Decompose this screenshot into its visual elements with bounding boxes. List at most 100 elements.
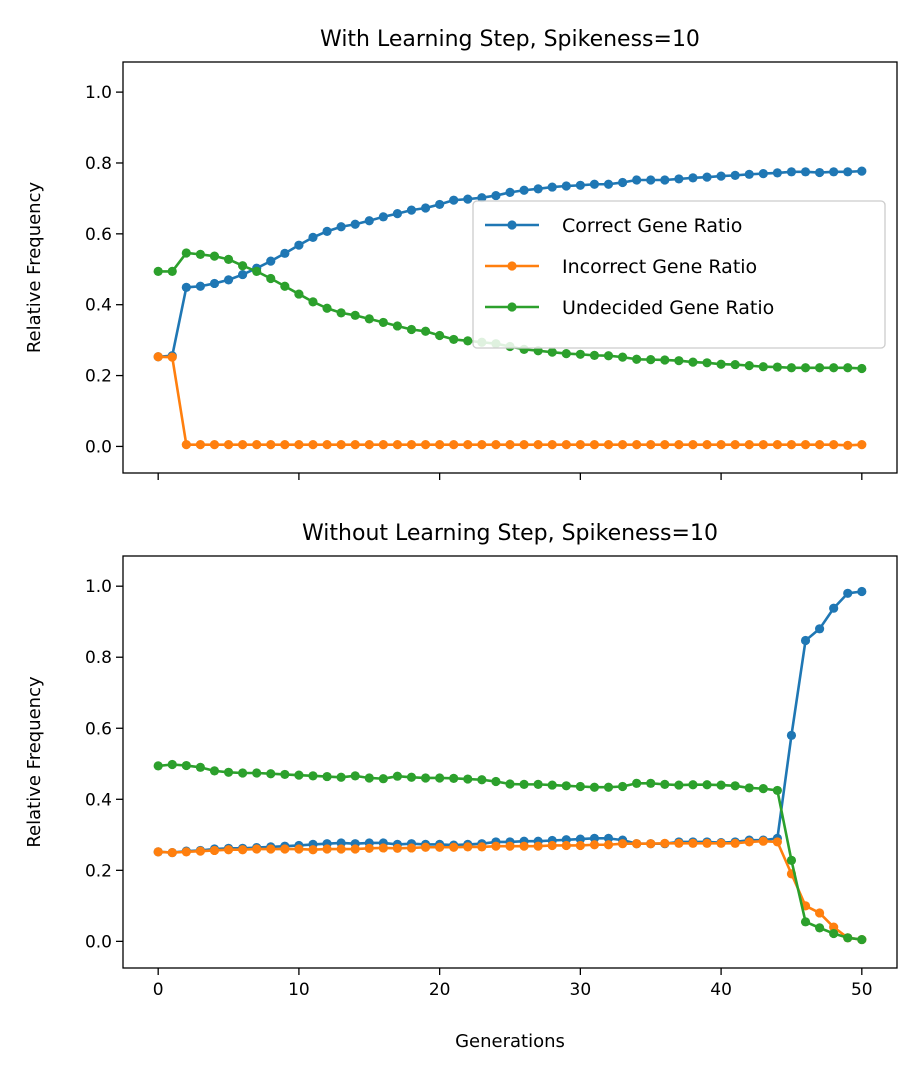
bottom-point-incorrect-gene-ratio — [702, 838, 712, 848]
top-point-correct-gene-ratio — [547, 182, 557, 192]
top-point-incorrect-gene-ratio — [463, 440, 473, 450]
bottom-point-incorrect-gene-ratio — [435, 842, 445, 852]
bottom-point-incorrect-gene-ratio — [772, 837, 782, 847]
top-point-incorrect-gene-ratio — [758, 440, 768, 450]
top-point-incorrect-gene-ratio — [406, 440, 417, 450]
bottom-point-undecided-gene-ratio — [716, 780, 726, 790]
bottom-point-correct-gene-ratio — [575, 834, 585, 844]
bottom-point-incorrect-gene-ratio — [519, 841, 529, 851]
bottom-point-incorrect-gene-ratio — [308, 845, 318, 855]
bottom-point-incorrect-gene-ratio — [378, 843, 388, 853]
top-point-correct-gene-ratio — [350, 219, 360, 229]
top-point-undecided-gene-ratio — [575, 349, 585, 359]
top-point-undecided-gene-ratio — [350, 310, 360, 320]
top-point-undecided-gene-ratio — [209, 251, 220, 261]
top-point-correct-gene-ratio — [702, 172, 712, 182]
bottom-point-incorrect-gene-ratio — [463, 842, 473, 852]
top-legend-box — [472, 200, 886, 349]
top-point-undecided-gene-ratio — [223, 254, 234, 264]
top-point-incorrect-gene-ratio — [491, 440, 501, 450]
bottom-point-incorrect-gene-ratio — [744, 837, 754, 847]
top-point-undecided-gene-ratio — [758, 362, 768, 372]
bottom-line-correct-gene-ratio — [158, 590, 862, 854]
bottom-point-undecided-gene-ratio — [252, 768, 262, 778]
bottom-point-incorrect-gene-ratio — [449, 842, 459, 852]
top-ytick-label: 0.4 — [85, 296, 112, 316]
top-point-correct-gene-ratio — [772, 168, 782, 178]
bottom-xtick-label: 10 — [288, 980, 310, 1000]
top-point-undecided-gene-ratio — [449, 334, 459, 345]
top-point-undecided-gene-ratio — [617, 352, 628, 362]
bottom-point-undecided-gene-ratio — [435, 773, 445, 783]
bottom-point-incorrect-gene-ratio — [209, 845, 220, 856]
bottom-point-incorrect-gene-ratio — [280, 844, 290, 854]
top-point-incorrect-gene-ratio — [547, 440, 557, 450]
bottom-point-incorrect-gene-ratio — [505, 841, 515, 851]
bottom-point-incorrect-gene-ratio — [181, 847, 191, 857]
bottom-point-undecided-gene-ratio — [153, 761, 163, 771]
bottom-point-incorrect-gene-ratio — [477, 842, 487, 852]
bottom-point-correct-gene-ratio — [857, 586, 867, 597]
bottom-xtick-label: 0 — [153, 980, 164, 1000]
top-legend-label: Correct Gene Ratio — [562, 215, 742, 237]
top-point-incorrect-gene-ratio — [660, 440, 670, 450]
bottom-point-correct-gene-ratio — [603, 833, 614, 843]
top-point-incorrect-gene-ratio — [674, 440, 684, 450]
top-point-incorrect-gene-ratio — [435, 440, 445, 450]
top-point-incorrect-gene-ratio — [364, 440, 374, 450]
top-point-incorrect-gene-ratio — [617, 440, 628, 450]
bottom-point-incorrect-gene-ratio — [815, 908, 825, 918]
top-point-undecided-gene-ratio — [280, 281, 290, 291]
bottom-point-correct-gene-ratio — [815, 624, 825, 634]
top-point-incorrect-gene-ratio — [505, 440, 515, 450]
bottom-point-undecided-gene-ratio — [702, 780, 712, 790]
bottom-point-incorrect-gene-ratio — [406, 843, 417, 853]
top-legend-marker — [507, 302, 517, 312]
top-point-undecided-gene-ratio — [463, 336, 473, 346]
top-point-correct-gene-ratio — [758, 169, 768, 179]
top-point-undecided-gene-ratio — [547, 347, 557, 357]
top-point-correct-gene-ratio — [308, 232, 318, 242]
top-point-correct-gene-ratio — [223, 275, 234, 285]
bottom-point-undecided-gene-ratio — [477, 775, 487, 785]
bottom-point-incorrect-gene-ratio — [322, 844, 332, 854]
top-point-incorrect-gene-ratio — [533, 440, 543, 450]
top-point-undecided-gene-ratio — [195, 249, 205, 259]
top-legend-marker — [507, 261, 517, 271]
bottom-point-incorrect-gene-ratio — [688, 838, 698, 848]
bottom-point-undecided-gene-ratio — [336, 772, 346, 782]
bottom-point-undecided-gene-ratio — [646, 778, 656, 788]
top-point-correct-gene-ratio — [589, 179, 600, 189]
top-point-incorrect-gene-ratio — [294, 440, 304, 450]
top-point-correct-gene-ratio — [322, 226, 332, 236]
bottom-point-undecided-gene-ratio — [744, 783, 754, 793]
bottom-xtick-label: 30 — [570, 980, 592, 1000]
top-point-incorrect-gene-ratio — [378, 440, 388, 450]
bottom-point-undecided-gene-ratio — [280, 769, 290, 780]
top-point-undecided-gene-ratio — [406, 324, 417, 335]
bottom-point-undecided-gene-ratio — [378, 774, 388, 784]
bottom-point-undecided-gene-ratio — [730, 781, 740, 791]
bottom-point-incorrect-gene-ratio — [547, 840, 557, 851]
top-point-incorrect-gene-ratio — [153, 352, 163, 362]
bottom-point-incorrect-gene-ratio — [195, 846, 205, 856]
top-legend: Correct Gene Ratio Incorrect Gene Ratio Un… — [472, 200, 886, 349]
top-point-incorrect-gene-ratio — [603, 440, 614, 450]
bottom-series-correct-gene-ratio — [153, 586, 867, 858]
bottom-chart-panel: Without Learning Step, Spikeness=10 0.0 0.… — [24, 521, 898, 1052]
top-point-undecided-gene-ratio — [238, 261, 248, 271]
top-point-incorrect-gene-ratio — [589, 440, 600, 450]
bottom-point-undecided-gene-ratio — [238, 768, 248, 778]
top-point-undecided-gene-ratio — [336, 308, 346, 318]
top-point-correct-gene-ratio — [463, 194, 473, 204]
top-point-correct-gene-ratio — [561, 181, 571, 191]
bottom-axes-frame — [122, 555, 898, 969]
top-point-incorrect-gene-ratio — [646, 440, 656, 450]
top-point-incorrect-gene-ratio — [266, 440, 276, 450]
bottom-point-undecided-gene-ratio — [420, 773, 431, 783]
bottom-point-incorrect-gene-ratio — [589, 840, 600, 850]
top-point-correct-gene-ratio — [800, 167, 811, 177]
bottom-point-undecided-gene-ratio — [829, 928, 839, 939]
bottom-point-incorrect-gene-ratio — [294, 844, 304, 854]
top-point-correct-gene-ratio — [477, 193, 487, 203]
